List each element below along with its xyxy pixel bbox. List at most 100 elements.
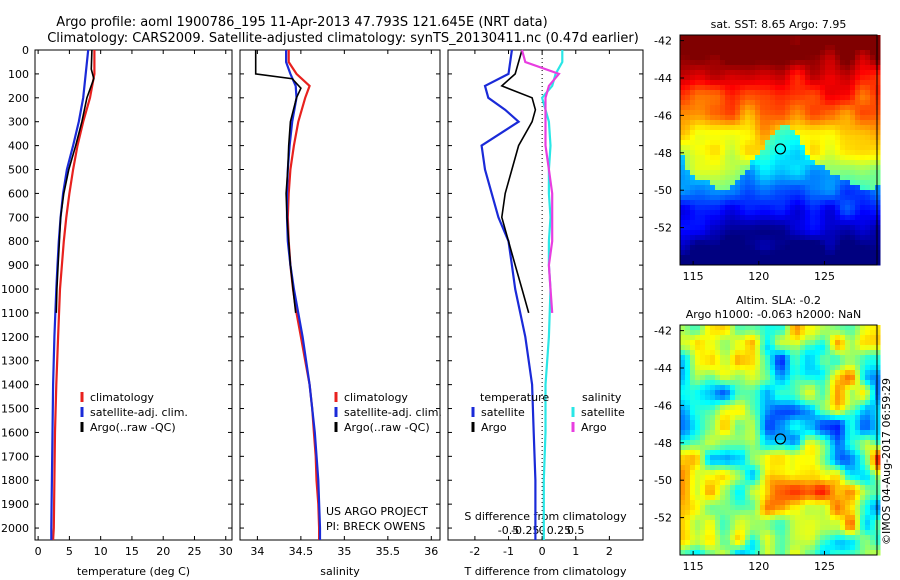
map-pixel: [855, 245, 861, 251]
map-pixel: [780, 515, 786, 521]
map-pixel: [850, 165, 856, 171]
map-pixel: [705, 60, 711, 66]
map-pixel: [835, 235, 841, 241]
map-pixel: [680, 455, 686, 461]
map-pixel: [780, 370, 786, 376]
map-y-tick-label: -44: [654, 362, 672, 375]
map-pixel: [850, 180, 856, 186]
map-pixel: [720, 135, 726, 141]
map-pixel: [865, 155, 871, 161]
map-pixel: [855, 145, 861, 151]
map-pixel: [805, 420, 811, 426]
map-pixel: [775, 390, 781, 396]
map-pixel: [750, 530, 756, 536]
map-pixel: [830, 200, 836, 206]
map-pixel: [820, 145, 826, 151]
map-pixel: [735, 470, 741, 476]
map-pixel: [805, 155, 811, 161]
map-pixel: [850, 375, 856, 381]
map-pixel: [795, 190, 801, 196]
map-pixel: [700, 155, 706, 161]
map-pixel: [800, 510, 806, 516]
map-pixel: [730, 205, 736, 211]
map-pixel: [795, 490, 801, 496]
map-pixel: [875, 95, 881, 101]
map-pixel: [850, 420, 856, 426]
map-pixel: [705, 35, 711, 41]
map-pixel: [860, 475, 866, 481]
map-pixel: [770, 230, 776, 236]
map-pixel: [685, 475, 691, 481]
map-pixel: [780, 235, 786, 241]
map-pixel: [785, 365, 791, 371]
map-pixel: [715, 355, 721, 361]
map-pixel: [705, 175, 711, 181]
map-pixel: [790, 500, 796, 506]
map-pixel: [795, 45, 801, 51]
map-pixel: [785, 335, 791, 341]
map-pixel: [810, 535, 816, 541]
map-pixel: [760, 75, 766, 81]
legend-label: satellite-adj. clim.: [344, 406, 442, 419]
map-pixel: [795, 255, 801, 261]
map-pixel: [835, 185, 841, 191]
map-pixel: [840, 410, 846, 416]
map-pixel: [790, 345, 796, 351]
map-pixel: [760, 125, 766, 131]
map-pixel: [765, 395, 771, 401]
map-pixel: [750, 330, 756, 336]
map-pixel: [680, 345, 686, 351]
map-pixel: [790, 550, 796, 556]
map-pixel: [840, 540, 846, 546]
map-pixel: [860, 40, 866, 46]
map-pixel: [765, 195, 771, 201]
map-pixel: [800, 505, 806, 511]
map-pixel: [865, 40, 871, 46]
map-pixel: [795, 55, 801, 61]
map-pixel: [820, 70, 826, 76]
map-pixel: [815, 205, 821, 211]
y-tick-label: 1700: [1, 450, 29, 463]
map-pixel: [825, 370, 831, 376]
map-pixel: [695, 230, 701, 236]
map-pixel: [785, 440, 791, 446]
map-pixel: [845, 395, 851, 401]
map-pixel: [715, 185, 721, 191]
map-pixel: [705, 80, 711, 86]
map-pixel: [840, 220, 846, 226]
map-pixel: [770, 545, 776, 551]
map-pixel: [750, 220, 756, 226]
map-pixel: [740, 405, 746, 411]
map-pixel: [845, 205, 851, 211]
map-pixel: [730, 335, 736, 341]
map-pixel: [770, 85, 776, 91]
map-pixel: [860, 170, 866, 176]
map-pixel: [795, 445, 801, 451]
map-pixel: [705, 150, 711, 156]
map-pixel: [815, 425, 821, 431]
map-pixel: [705, 245, 711, 251]
map-pixel: [695, 540, 701, 546]
map-pixel: [790, 175, 796, 181]
map-pixel: [680, 155, 686, 161]
map-pixel: [720, 60, 726, 66]
map-pixel: [725, 430, 731, 436]
map-pixel: [780, 490, 786, 496]
map-pixel: [750, 515, 756, 521]
map-pixel: [690, 45, 696, 51]
map-pixel: [705, 235, 711, 241]
map-pixel: [810, 185, 816, 191]
map-pixel: [805, 200, 811, 206]
map-pixel: [730, 370, 736, 376]
map-pixel: [830, 35, 836, 41]
map-pixel: [815, 385, 821, 391]
map-pixel: [780, 175, 786, 181]
map-pixel: [685, 485, 691, 491]
map-pixel: [815, 100, 821, 106]
map-pixel: [715, 500, 721, 506]
map-pixel: [725, 235, 731, 241]
map-pixel: [780, 255, 786, 261]
map-pixel: [855, 405, 861, 411]
map-pixel: [700, 485, 706, 491]
map-pixel: [755, 215, 761, 221]
